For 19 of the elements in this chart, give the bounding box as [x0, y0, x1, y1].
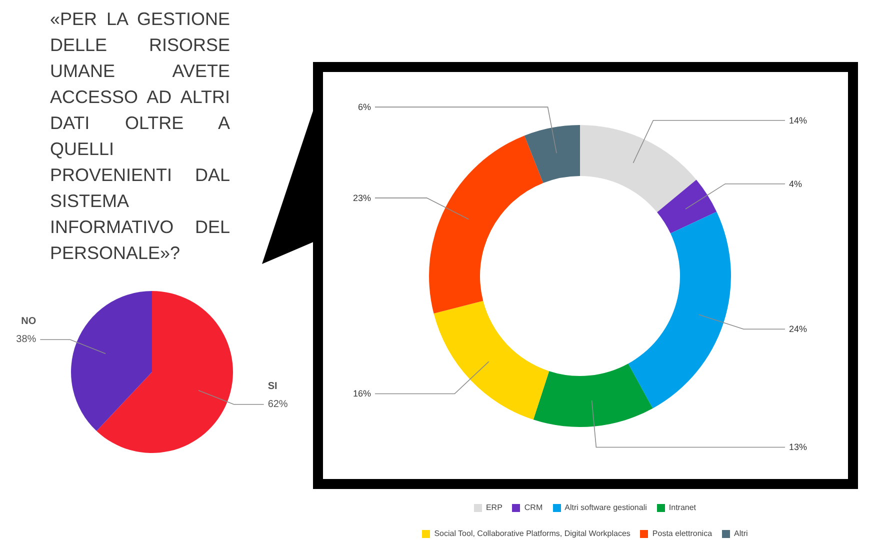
legend-label: Posta elettronica [652, 529, 712, 538]
legend-label: ERP [486, 503, 502, 512]
data-label: 23% [352, 192, 371, 203]
data-label: 6% [358, 102, 371, 112]
data-label: 62% [268, 398, 288, 410]
data-label: 4% [789, 178, 802, 189]
data-label: 13% [789, 442, 808, 452]
legend-label: Social Tool, Collaborative Platforms, Digital Workplaces [434, 529, 630, 538]
chart-title: «PER LA GESTIONE DELLE RISORSE UMANE AVETE ACCESSO AD ALTRI DATI OLTRE A QUELLI PROVENIENTI DAL SISTEMA INFORMATIVO DEL PERSONALE»? [50, 9, 230, 263]
data-label: 24% [789, 324, 808, 334]
data-label: 16% [352, 388, 371, 399]
legend-label: CRM [524, 503, 543, 512]
legend-label: Altri software gestionali [564, 503, 647, 512]
data-label: 38% [16, 334, 36, 346]
legend-label: Intranet [668, 503, 696, 512]
slice-label: NO [21, 316, 36, 328]
slice-label: SI [268, 380, 278, 392]
legend-label: Altri [734, 529, 748, 538]
data-label: 14% [789, 115, 808, 126]
